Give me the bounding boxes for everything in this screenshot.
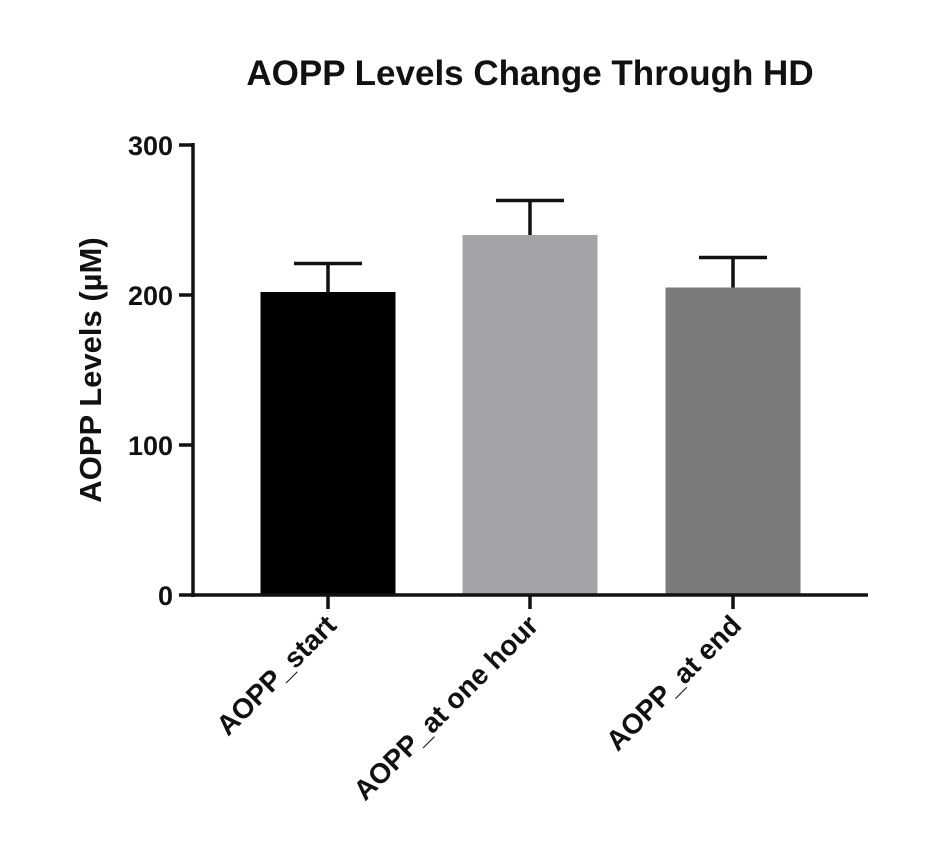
bar-1 bbox=[462, 235, 598, 595]
x-tick-label-2: AOPP_at end bbox=[600, 609, 747, 756]
y-tick-label-0: 0 bbox=[158, 581, 173, 611]
y-tick-label-2: 200 bbox=[128, 281, 173, 311]
x-tick-label-0: AOPP_start bbox=[210, 609, 342, 741]
bar-2 bbox=[665, 287, 801, 595]
y-tick-label-3: 300 bbox=[128, 131, 173, 161]
chart-title: AOPP Levels Change Through HD bbox=[246, 54, 813, 93]
plot-area: 0 100 200 300 AOPP_start AOPP_at one hour AOPP… bbox=[128, 131, 868, 806]
bar-0 bbox=[260, 292, 396, 595]
x-tick-label-1: AOPP_at one hour bbox=[347, 609, 544, 806]
y-tick-label-1: 100 bbox=[128, 431, 173, 461]
y-axis-title: AOPP Levels (µM) bbox=[73, 237, 108, 502]
